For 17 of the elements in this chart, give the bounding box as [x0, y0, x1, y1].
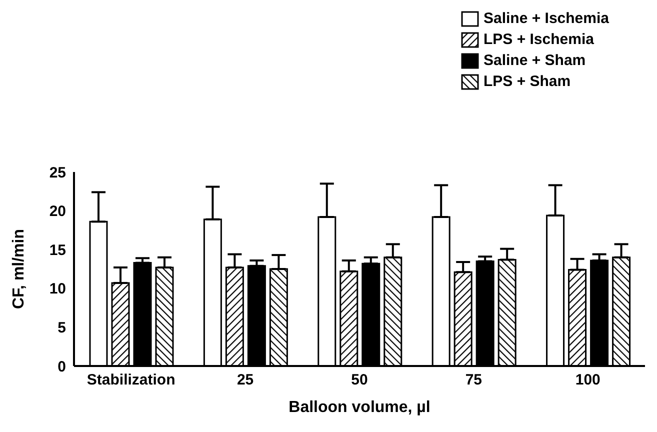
- x-tick-label: 25: [236, 372, 254, 389]
- y-tick-label: 10: [49, 280, 66, 298]
- x-tick-label: 75: [465, 372, 482, 389]
- x-tick-label: 50: [351, 372, 368, 389]
- x-tick-label: Stabilization: [86, 372, 176, 389]
- y-tick-label: 0: [58, 358, 66, 376]
- x-tick-label: 100: [575, 372, 600, 389]
- legend-label: LPS + Ischemia: [484, 31, 594, 48]
- legend-label: Saline + Ischemia: [484, 10, 609, 27]
- x-axis-title: Balloon volume, µl: [288, 399, 430, 416]
- legend-label: Saline + Sham: [484, 52, 586, 69]
- legend-label: LPS + Sham: [484, 73, 571, 90]
- y-tick-label: 15: [49, 242, 66, 259]
- y-tick-label: 20: [49, 203, 66, 220]
- y-axis-title: CF, ml/min: [10, 228, 28, 310]
- y-tick-label: 5: [58, 320, 66, 337]
- y-tick-label: 25: [49, 164, 66, 182]
